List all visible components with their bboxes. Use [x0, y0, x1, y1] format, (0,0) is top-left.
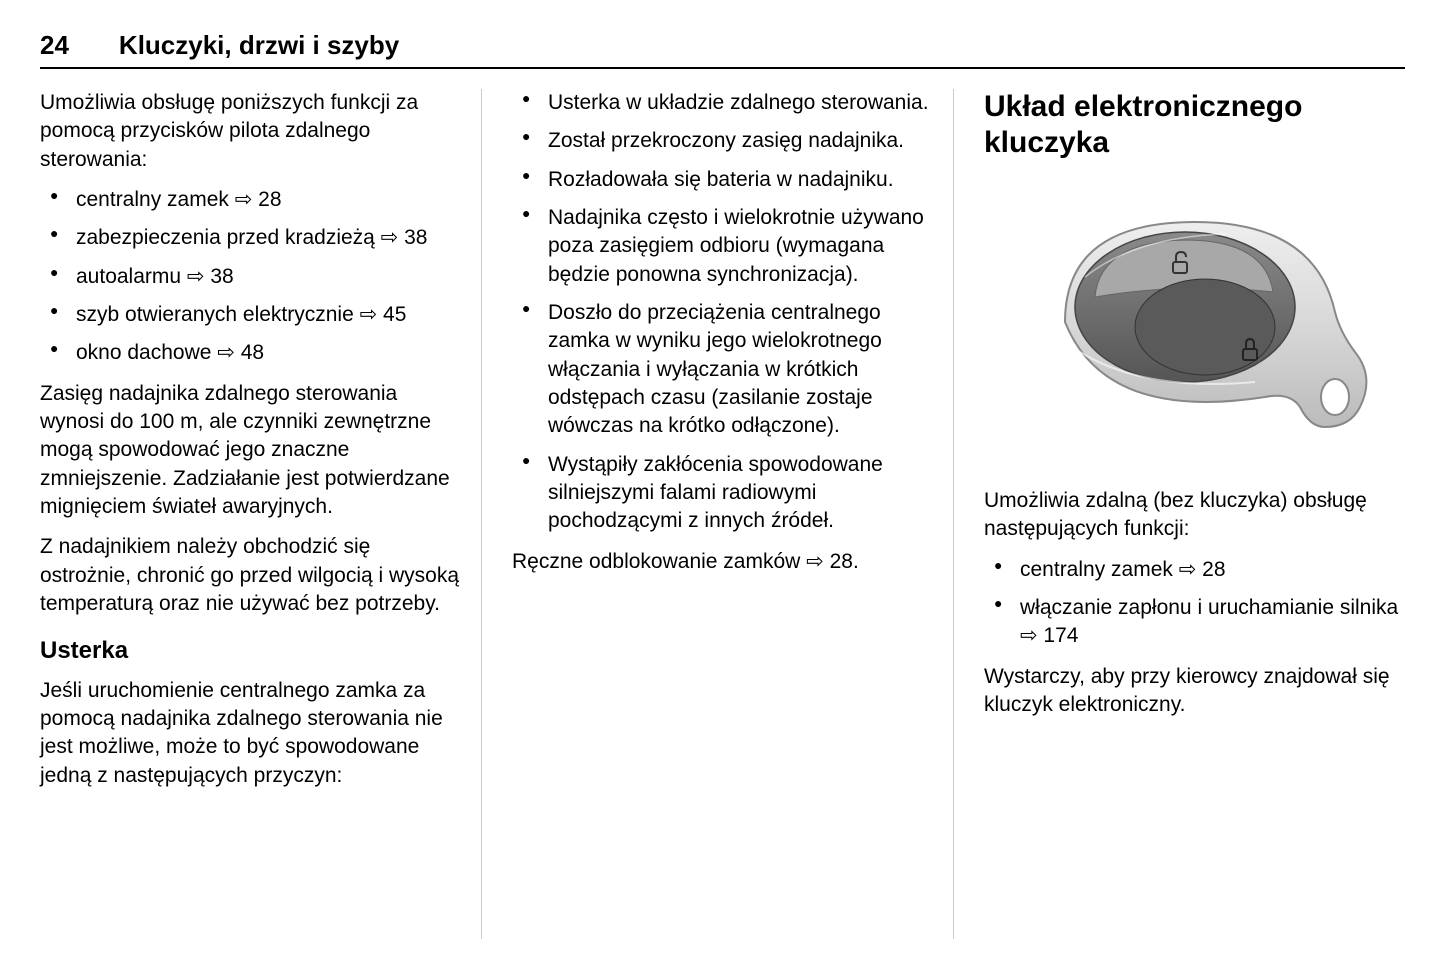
electronic-key-heading: Układ elektronicznego kluczyka: [984, 89, 1405, 161]
col2-fault-list: Usterka w układzie zdalnego sterowania. …: [512, 89, 933, 536]
column-3: Układ elektronicznego kluczyka: [984, 89, 1405, 939]
col1-care-para: Z nadajnikiem należy obchodzić się ostro…: [40, 533, 461, 618]
list-item: autoalarmu ⇨ 38: [40, 263, 461, 291]
key-fob-svg: [1005, 182, 1385, 462]
col1-intro: Umożliwia obsługę poniższych funkcji za …: [40, 89, 461, 174]
list-item: okno dachowe ⇨ 48: [40, 339, 461, 367]
list-item: zabezpieczenia przed kradzieżą ⇨ 38: [40, 224, 461, 252]
list-item: Nadajnika często i wielokrotnie używano …: [512, 204, 933, 289]
content-columns: Umożliwia obsługę poniższych funkcji za …: [40, 89, 1405, 939]
column-2: Usterka w układzie zdalnego sterowania. …: [512, 89, 954, 939]
column-1: Umożliwia obsługę poniższych funkcji za …: [40, 89, 482, 939]
page-number: 24: [40, 30, 69, 61]
list-item: centralny zamek ⇨ 28: [984, 556, 1405, 584]
col1-fault-para: Jeśli uruchomienie centralnego zamka za …: [40, 677, 461, 790]
list-item: szyb otwieranych elektrycznie ⇨ 45: [40, 301, 461, 329]
key-fob-illustration: [984, 177, 1405, 467]
section-title: Kluczyki, drzwi i szyby: [119, 30, 399, 61]
col3-function-list: centralny zamek ⇨ 28 włączanie zapłonu i…: [984, 556, 1405, 651]
col3-intro: Umożliwia zdalną (bez kluczyka) obsługę …: [984, 487, 1405, 544]
col2-unlock-para: Ręczne odblokowanie zamków ⇨ 28.: [512, 548, 933, 576]
col1-function-list: centralny zamek ⇨ 28 zabezpieczenia prze…: [40, 186, 461, 368]
col3-driver-para: Wystarczy, aby przy kierowcy znajdował s…: [984, 663, 1405, 720]
list-item: Doszło do przeciążenia centralnego zamka…: [512, 299, 933, 441]
list-item: Wystąpiły zakłócenia spowodowane silniej…: [512, 451, 933, 536]
list-item: Rozładowała się bateria w nadajniku.: [512, 166, 933, 194]
manual-page: 24 Kluczyki, drzwi i szyby Umożliwia obs…: [0, 0, 1445, 965]
list-item: włączanie zapłonu i uruchamianie silnika…: [984, 594, 1405, 651]
list-item: Usterka w układzie zdalnego sterowania.: [512, 89, 933, 117]
list-item: centralny zamek ⇨ 28: [40, 186, 461, 214]
fault-heading: Usterka: [40, 637, 461, 665]
col1-range-para: Zasięg nadajnika zdalnego sterowania wyn…: [40, 380, 461, 522]
list-item: Został przekroczony zasięg nadajnika.: [512, 127, 933, 155]
keyring-hole: [1321, 379, 1349, 415]
page-header: 24 Kluczyki, drzwi i szyby: [40, 30, 1405, 69]
